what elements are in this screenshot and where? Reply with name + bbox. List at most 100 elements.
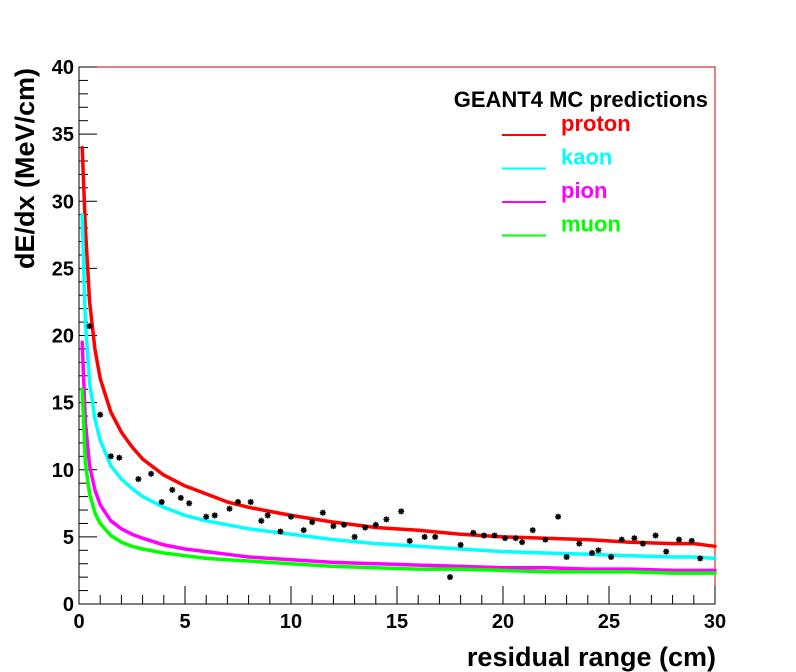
data-point: [697, 555, 704, 562]
x-axis-title: residual range (cm): [467, 642, 716, 672]
x-tick-label: 10: [280, 611, 302, 633]
data-point-stroke: [481, 532, 487, 539]
data-point: [211, 512, 218, 519]
data-point-stroke: [300, 527, 307, 533]
data-point-stroke: [631, 535, 638, 541]
data-point: [542, 536, 549, 543]
data-point: [148, 470, 155, 477]
data-point: [576, 540, 583, 547]
data-point-stroke: [186, 500, 192, 507]
data-point: [288, 513, 294, 520]
data-point-stroke: [135, 476, 142, 482]
data-point-stroke: [470, 530, 477, 536]
data-point-stroke: [86, 323, 93, 329]
data-point-stroke: [529, 527, 536, 533]
data-point: [608, 554, 615, 560]
data-point-stroke: [676, 536, 682, 543]
data-point-stroke: [235, 499, 241, 505]
data-point-stroke: [608, 554, 614, 560]
data-point-stroke: [512, 535, 519, 541]
data-point: [177, 494, 184, 501]
data-point: [639, 540, 646, 547]
x-tick-label: 20: [492, 611, 514, 633]
data-point-stroke: [618, 536, 625, 543]
data-point: [480, 532, 487, 539]
data-point: [226, 505, 233, 512]
axis-ticks: [78, 66, 716, 605]
data-point-stroke: [226, 505, 233, 512]
legend: GEANT4 MC predictions proton kaon pion muon: [454, 87, 708, 237]
data-point-stroke: [108, 453, 114, 460]
data-point: [258, 517, 265, 524]
data-point: [432, 533, 439, 540]
data-point: [519, 539, 526, 546]
data-point: [107, 453, 114, 460]
y-tick-label: 20: [52, 326, 74, 348]
data-point: [309, 519, 316, 526]
series-line-kaon: [80, 212, 717, 561]
x-tick-label: 15: [386, 611, 408, 633]
data-point-stroke: [652, 532, 659, 539]
data-point: [555, 513, 562, 520]
data-point: [186, 500, 193, 507]
series-layer: [80, 145, 717, 575]
data-point: [470, 529, 477, 536]
data-point-stroke: [211, 512, 218, 519]
data-point: [398, 508, 405, 515]
data-point: [563, 554, 570, 560]
data-point-stroke: [169, 487, 176, 493]
data-point-stroke: [432, 534, 438, 540]
data-point-stroke: [264, 512, 271, 519]
data-point-stroke: [148, 471, 154, 477]
data-point-stroke: [491, 532, 498, 539]
data-point-stroke: [288, 513, 294, 520]
x-tick-label: 5: [179, 611, 190, 633]
data-point-stroke: [502, 535, 508, 541]
data-point: [135, 476, 142, 483]
legend-label-pion: pion: [561, 178, 607, 203]
data-point-stroke: [640, 540, 646, 547]
y-tick-label: 10: [52, 460, 74, 482]
data-point: [362, 524, 369, 531]
data-point-stroke: [178, 495, 184, 501]
data-point: [631, 535, 638, 542]
data-point: [235, 499, 241, 505]
data-point-stroke: [688, 538, 695, 544]
data-point-stroke: [258, 518, 265, 524]
data-point-stroke: [697, 555, 703, 562]
data-point: [491, 532, 498, 539]
data-point: [406, 537, 413, 544]
y-tick-label: 15: [52, 393, 74, 415]
data-point: [203, 513, 210, 520]
data-point-stroke: [383, 516, 390, 523]
data-point-stroke: [555, 513, 561, 520]
data-point: [652, 532, 659, 539]
y-tick-label: 25: [52, 258, 74, 280]
data-point-stroke: [447, 574, 453, 580]
data-point-stroke: [277, 528, 284, 535]
data-point-stroke: [203, 513, 209, 520]
data-point: [97, 411, 104, 418]
x-tick-label: 30: [704, 611, 726, 633]
series-line-pion: [80, 340, 717, 573]
y-tick-label: 35: [52, 124, 74, 146]
data-point: [618, 536, 625, 543]
data-point-stroke: [563, 554, 570, 560]
data-point-stroke: [542, 536, 549, 543]
data-point: [512, 535, 519, 542]
data-point-stroke: [247, 499, 254, 505]
data-point: [330, 523, 337, 530]
data-point: [247, 499, 254, 505]
data-point: [529, 527, 536, 534]
legend-title: GEANT4 MC predictions: [454, 87, 708, 112]
data-point: [169, 486, 176, 493]
data-point: [264, 512, 271, 519]
data-point: [341, 521, 347, 528]
data-point: [351, 533, 358, 540]
data-point-stroke: [576, 540, 583, 547]
data-point: [502, 535, 509, 542]
y-tick-label: 30: [52, 191, 74, 213]
data-point-stroke: [341, 522, 347, 528]
data-point: [158, 499, 165, 505]
